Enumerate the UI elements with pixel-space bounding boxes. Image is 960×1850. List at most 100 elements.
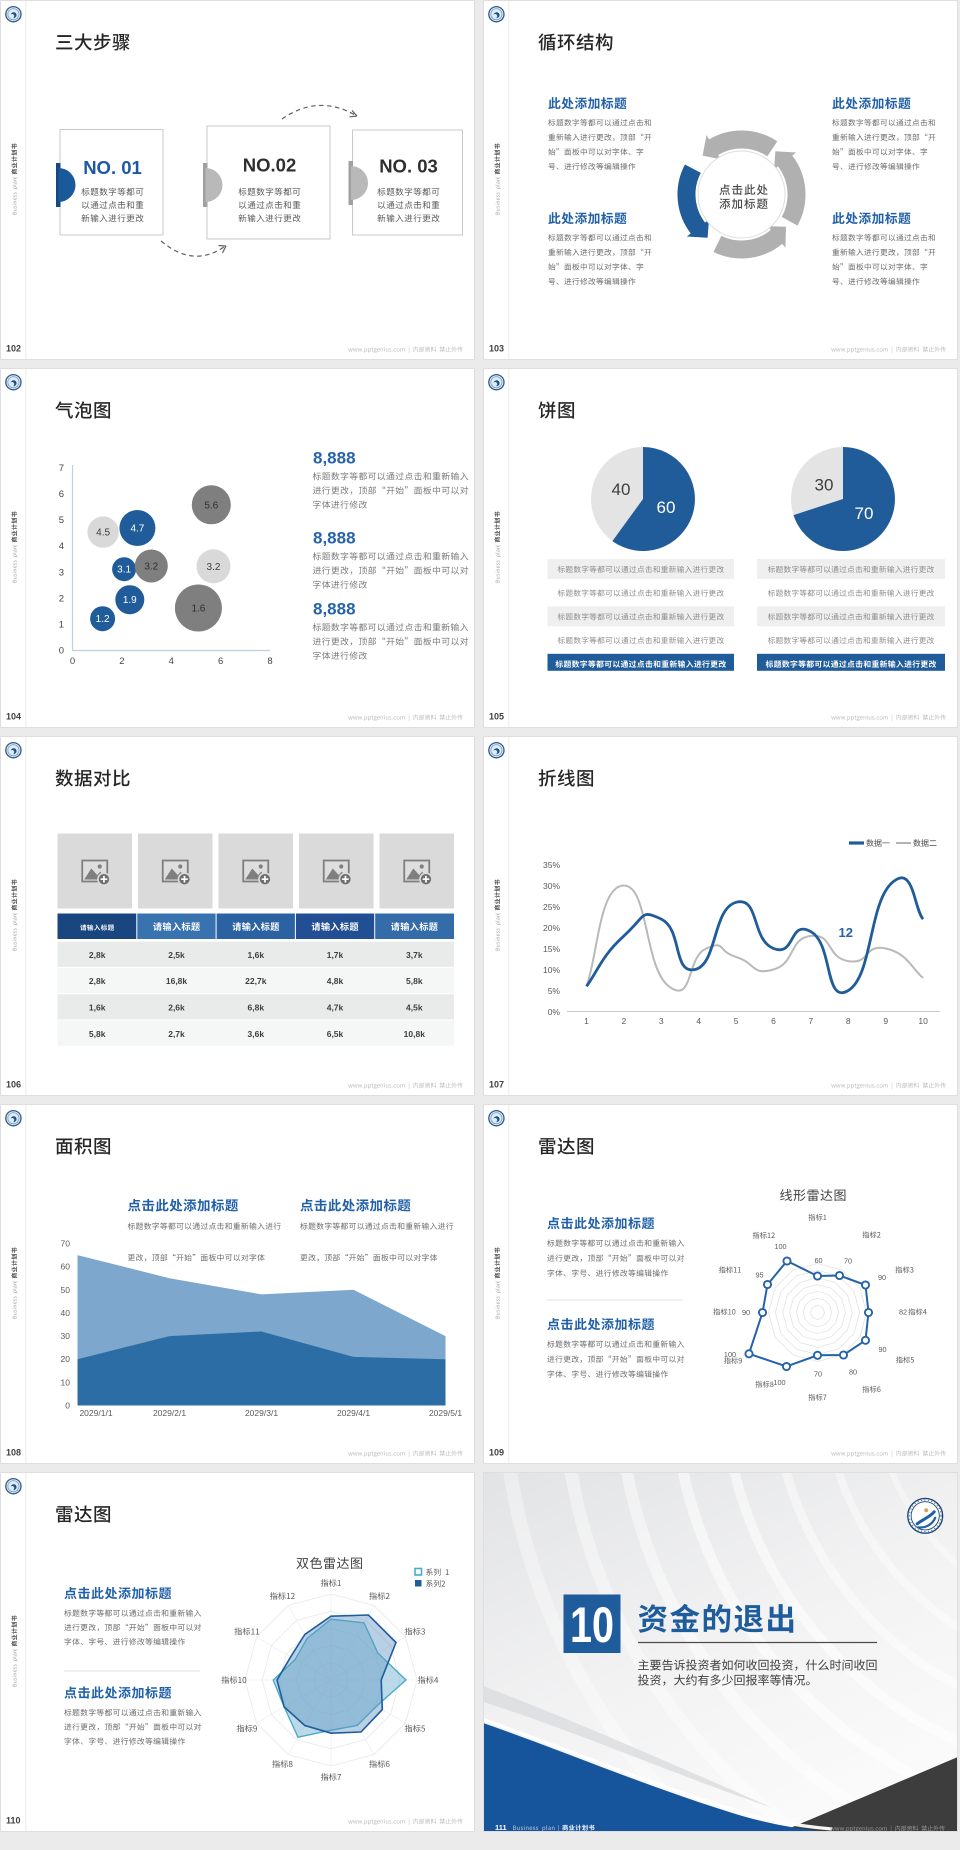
svg-text:4,7k: 4,7k	[327, 1003, 344, 1013]
svg-text:3.1: 3.1	[117, 565, 131, 576]
svg-text:2,8k: 2,8k	[89, 976, 106, 986]
svg-text:6,8k: 6,8k	[248, 1003, 265, 1013]
svg-text:3: 3	[659, 1016, 664, 1026]
svg-text:4: 4	[169, 656, 174, 667]
svg-text:108: 108	[6, 1448, 21, 1458]
svg-text:3.2: 3.2	[144, 562, 158, 573]
svg-text:NO.02: NO.02	[243, 155, 296, 176]
svg-text:8,888: 8,888	[313, 600, 356, 619]
svg-text:1.2: 1.2	[96, 614, 110, 625]
svg-text:10: 10	[61, 1377, 71, 1387]
svg-text:0: 0	[59, 646, 64, 657]
svg-text:16,8k: 16,8k	[166, 976, 188, 986]
svg-text:30: 30	[61, 1331, 71, 1341]
svg-text:1: 1	[59, 619, 64, 630]
svg-text:70: 70	[855, 504, 874, 523]
svg-text:90: 90	[878, 1345, 886, 1354]
svg-text:82: 82	[899, 1308, 907, 1317]
svg-text:0: 0	[70, 656, 75, 667]
svg-text:NO. 03: NO. 03	[379, 156, 438, 177]
svg-text:5,8k: 5,8k	[89, 1029, 106, 1039]
svg-text:110: 110	[6, 1816, 21, 1826]
svg-text:107: 107	[489, 1080, 504, 1090]
svg-text:6: 6	[218, 656, 223, 667]
svg-text:2: 2	[59, 593, 64, 604]
svg-text:40: 40	[612, 480, 631, 499]
svg-text:4.7: 4.7	[130, 524, 144, 535]
svg-text:1.6: 1.6	[191, 604, 205, 615]
svg-text:40: 40	[61, 1308, 71, 1318]
svg-text:109: 109	[489, 1448, 504, 1458]
svg-text:60: 60	[814, 1256, 822, 1265]
svg-text:70: 70	[61, 1239, 71, 1249]
svg-text:104: 104	[6, 712, 21, 722]
svg-text:2: 2	[119, 656, 124, 667]
svg-text:6: 6	[59, 489, 64, 500]
svg-text:70: 70	[814, 1370, 822, 1379]
svg-text:70: 70	[844, 1257, 852, 1266]
svg-text:8: 8	[267, 656, 272, 667]
svg-text:3,7k: 3,7k	[406, 950, 423, 960]
svg-text:100: 100	[724, 1350, 736, 1359]
svg-text:7: 7	[809, 1016, 814, 1026]
svg-text:8,888: 8,888	[313, 449, 356, 468]
svg-text:3.2: 3.2	[207, 562, 221, 573]
svg-text:8,888: 8,888	[313, 529, 356, 548]
svg-text:4,5k: 4,5k	[406, 1003, 423, 1013]
svg-text:103: 103	[489, 344, 504, 354]
svg-text:2,7k: 2,7k	[168, 1029, 185, 1039]
svg-text:2,5k: 2,5k	[168, 950, 185, 960]
svg-text:95: 95	[755, 1271, 763, 1280]
svg-text:NO. 01: NO. 01	[83, 157, 142, 178]
svg-text:1.9: 1.9	[123, 595, 137, 606]
svg-text:4: 4	[59, 541, 64, 552]
svg-text:2029/5/1: 2029/5/1	[429, 1408, 462, 1418]
svg-text:5,8k: 5,8k	[406, 976, 423, 986]
svg-text:5: 5	[734, 1016, 739, 1026]
svg-text:10%: 10%	[543, 965, 560, 975]
svg-text:3: 3	[59, 567, 64, 578]
svg-text:90: 90	[742, 1308, 750, 1317]
svg-text:4,8k: 4,8k	[327, 976, 344, 986]
svg-text:2,8k: 2,8k	[89, 950, 106, 960]
svg-text:15%: 15%	[543, 944, 560, 954]
svg-text:2: 2	[622, 1016, 627, 1026]
svg-text:25%: 25%	[543, 902, 560, 912]
svg-text:6,5k: 6,5k	[327, 1029, 344, 1039]
svg-text:2029/4/1: 2029/4/1	[337, 1408, 370, 1418]
svg-text:60: 60	[61, 1262, 71, 1272]
svg-text:35%: 35%	[543, 860, 560, 870]
svg-text:10: 10	[918, 1016, 928, 1026]
svg-text:5: 5	[59, 515, 64, 526]
svg-text:20: 20	[61, 1354, 71, 1364]
svg-text:9: 9	[883, 1016, 888, 1026]
svg-text:1,6k: 1,6k	[89, 1003, 106, 1013]
svg-text:30%: 30%	[543, 881, 560, 891]
svg-text:100: 100	[774, 1242, 786, 1251]
svg-text:50: 50	[61, 1285, 71, 1295]
svg-text:30: 30	[815, 476, 834, 495]
svg-text:111: 111	[495, 1823, 507, 1832]
svg-text:80: 80	[849, 1368, 857, 1377]
svg-text:4.5: 4.5	[96, 528, 110, 539]
svg-text:3,6k: 3,6k	[248, 1029, 265, 1039]
svg-text:22,7k: 22,7k	[245, 976, 267, 986]
svg-text:2029/3/1: 2029/3/1	[245, 1408, 278, 1418]
svg-text:106: 106	[6, 1080, 21, 1090]
svg-text:10,8k: 10,8k	[404, 1029, 426, 1039]
svg-text:100: 100	[773, 1378, 785, 1387]
svg-text:90: 90	[878, 1273, 886, 1282]
svg-text:0: 0	[65, 1401, 70, 1411]
svg-text:1: 1	[584, 1016, 589, 1026]
svg-text:1,6k: 1,6k	[248, 950, 265, 960]
svg-text:8: 8	[846, 1016, 851, 1026]
svg-text:6: 6	[771, 1016, 776, 1026]
svg-text:60: 60	[657, 498, 676, 517]
svg-text:105: 105	[489, 712, 504, 722]
svg-text:2029/2/1: 2029/2/1	[153, 1408, 186, 1418]
svg-text:1,7k: 1,7k	[327, 950, 344, 960]
svg-text:102: 102	[6, 344, 21, 354]
svg-text:5.6: 5.6	[204, 500, 218, 511]
svg-text:10: 10	[570, 1597, 614, 1653]
svg-text:12: 12	[839, 925, 853, 940]
